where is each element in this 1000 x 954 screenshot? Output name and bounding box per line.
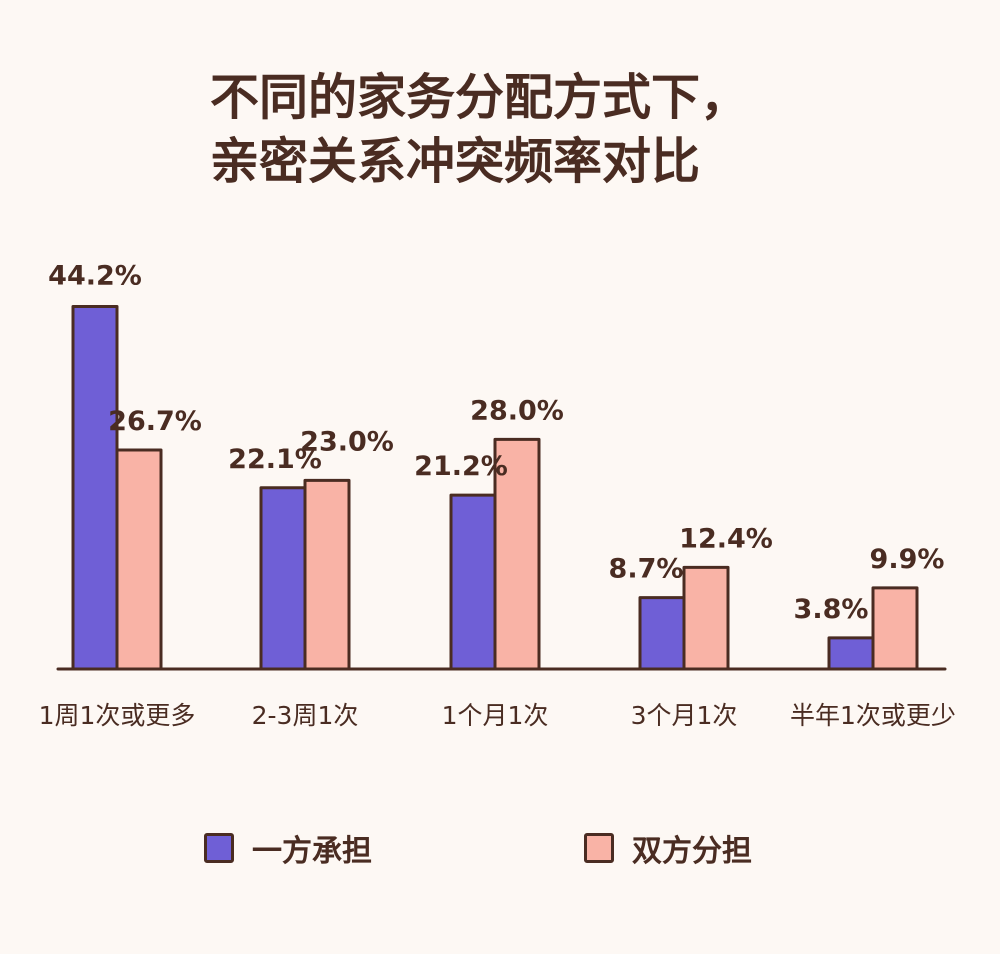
data-label-series-1-2: 22.1% xyxy=(228,444,322,475)
data-label-series-1-1: 44.2% xyxy=(48,261,142,292)
data-label-series-1-3: 21.2% xyxy=(414,451,508,482)
bar-series-1-3 xyxy=(449,493,497,671)
bar-series-2-4 xyxy=(682,565,730,671)
x-tick-label-4: 3个月1次 xyxy=(631,701,738,730)
bar-series-1-1 xyxy=(71,305,119,671)
data-label-series-2-2: 23.0% xyxy=(300,426,394,457)
data-label-series-1-5: 3.8% xyxy=(794,594,869,625)
chart-title-line-2: 亲密关系冲突频率对比 xyxy=(210,133,701,190)
legend-item-series-2: 双方分担 xyxy=(584,826,752,870)
data-label-series-2-5: 9.9% xyxy=(870,544,945,575)
data-label-series-1-4: 8.7% xyxy=(609,554,684,585)
data-label-series-2-3: 28.0% xyxy=(470,395,564,426)
legend-label-series-1: 一方承担 xyxy=(252,834,372,869)
legend-item-series-1: 一方承担 xyxy=(204,826,372,870)
chart-title: 不同的家务分配方式下， 亲密关系冲突频率对比 xyxy=(210,66,749,194)
legend-label-series-2: 双方分担 xyxy=(632,834,752,869)
bar-series-1-2 xyxy=(259,486,307,671)
x-tick-label-2: 2-3周1次 xyxy=(252,701,359,730)
bar-series-1-5 xyxy=(827,636,875,671)
data-label-series-2-1: 26.7% xyxy=(108,406,202,437)
bar-series-2-5 xyxy=(871,586,919,671)
bar-series-2-2 xyxy=(303,478,351,671)
chart-title-line-1: 不同的家务分配方式下， xyxy=(210,69,750,126)
x-tick-label-1: 1周1次或更多 xyxy=(39,701,196,730)
bar-series-2-1 xyxy=(115,448,163,671)
data-label-series-2-4: 12.4% xyxy=(679,523,773,554)
legend-swatch-series-2 xyxy=(584,833,614,863)
x-tick-label-5: 半年1次或更少 xyxy=(790,701,956,730)
bar-series-1-4 xyxy=(638,596,686,671)
legend-swatch-series-1 xyxy=(204,833,234,863)
x-tick-label-3: 1个月1次 xyxy=(442,701,549,730)
